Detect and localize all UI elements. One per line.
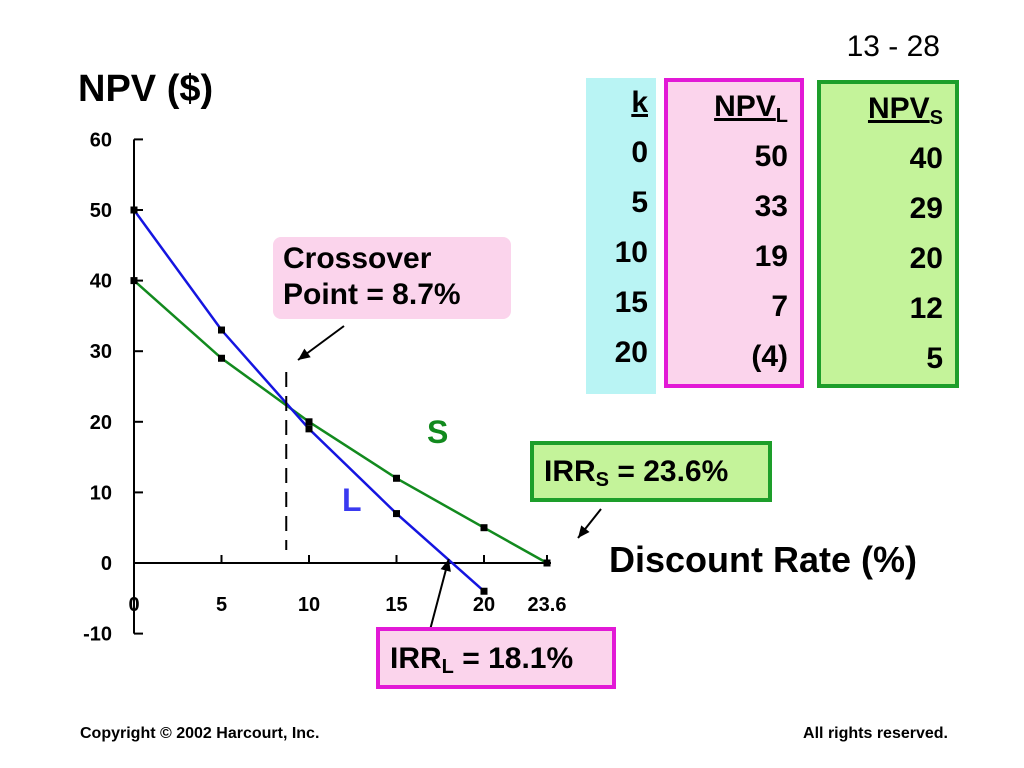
- x-tick-label: 20: [473, 594, 495, 616]
- crossover-point-callout: Crossover Point = 8.7%: [273, 237, 511, 319]
- y-tick-label: 30: [90, 341, 112, 363]
- series-line-s: [133, 279, 548, 565]
- footer-rights: All rights reserved.: [803, 725, 948, 742]
- axes: -10 0 10 20 30 40 50 60 0 5 10 15 20 23.6: [83, 129, 566, 645]
- irr-s-sub: S: [595, 469, 610, 491]
- x-tick-label: 23.6: [528, 594, 567, 616]
- irr-s-arrow-head: [578, 525, 590, 538]
- y-tick-label: 60: [90, 129, 112, 151]
- series-markers: [130, 206, 551, 595]
- irr-l-value: = 18.1%: [453, 642, 574, 675]
- y-tick-label: 20: [90, 412, 112, 434]
- table-column-npv-s: NPVS 40 29 20 12 5: [817, 80, 959, 388]
- irr-l-callout: IRRL = 18.1%: [376, 627, 616, 689]
- table-cell: 5: [631, 186, 648, 219]
- data-point-l: [393, 510, 400, 518]
- y-tick-label: 50: [90, 200, 112, 222]
- y-axis-label: NPV ($): [78, 68, 214, 110]
- header-sub: L: [775, 105, 788, 127]
- table-column-npv-l: NPVL 50 33 19 7 (4): [664, 78, 804, 388]
- data-point-l: [480, 587, 488, 595]
- data-point-s: [218, 354, 225, 362]
- data-point-l: [130, 206, 138, 214]
- annotation-arrows: [285, 325, 602, 631]
- y-tick-label: -10: [83, 624, 112, 646]
- y-tick-label: 10: [90, 482, 112, 504]
- crossover-label: Crossover: [283, 242, 432, 275]
- data-point-s: [543, 559, 551, 567]
- irr-l-base: IRR: [390, 642, 442, 675]
- series-label-s: S: [427, 414, 449, 450]
- header-base: NPV: [714, 90, 776, 123]
- x-tick-label: 5: [216, 594, 227, 616]
- slide-number: 13 - 28: [846, 30, 940, 63]
- table-cell: 50: [754, 140, 788, 173]
- table-cell: (4): [751, 340, 788, 373]
- table-cell: 7: [771, 290, 788, 323]
- data-point-s: [480, 524, 488, 532]
- data-point-s: [393, 474, 400, 482]
- table-cell: 5: [926, 342, 943, 375]
- table-header-npv-s: NPVS: [833, 84, 943, 134]
- crossover-arrow-head: [298, 348, 311, 360]
- footer-copyright: Copyright © 2002 Harcourt, Inc.: [80, 725, 320, 742]
- table-header-k: k: [631, 86, 648, 119]
- irr-s-callout: IRRS = 23.6%: [530, 441, 772, 502]
- header-base: NPV: [867, 92, 930, 125]
- table-cell: 20: [614, 336, 648, 369]
- y-tick-label: 0: [101, 553, 112, 575]
- x-tick-label: 0: [128, 594, 139, 616]
- crossover-value: Point = 8.7%: [283, 278, 461, 311]
- y-tick-label: 40: [90, 271, 112, 293]
- data-point-s: [305, 418, 313, 426]
- table-cell: 33: [754, 190, 788, 223]
- table-cell: 10: [614, 236, 648, 269]
- irr-l-arrow: [429, 558, 450, 631]
- table-column-k: k 0 5 10 15 20: [586, 78, 656, 394]
- irr-l-arrow-head: [440, 559, 451, 572]
- table-cell: 40: [909, 142, 943, 175]
- table-cell: 29: [909, 192, 943, 225]
- table-cell: 20: [909, 242, 943, 275]
- irr-s-value: = 23.6%: [609, 455, 729, 488]
- data-point-l: [218, 326, 225, 334]
- x-tick-label: 10: [298, 594, 320, 616]
- table-cell: 15: [614, 286, 648, 319]
- header-sub: S: [929, 107, 943, 129]
- table-cell: 12: [909, 292, 943, 325]
- x-axis-label: Discount Rate (%): [609, 539, 918, 580]
- series-label-l: L: [342, 482, 362, 518]
- table-cell: 19: [754, 240, 788, 273]
- x-tick-label: 15: [385, 594, 407, 616]
- table-cell: 0: [631, 136, 648, 169]
- irr-l-sub: L: [441, 656, 454, 678]
- table-header-npv-l: NPVL: [680, 82, 788, 132]
- data-point-s: [130, 277, 138, 285]
- irr-s-base: IRR: [544, 455, 596, 488]
- data-point-l: [305, 425, 313, 433]
